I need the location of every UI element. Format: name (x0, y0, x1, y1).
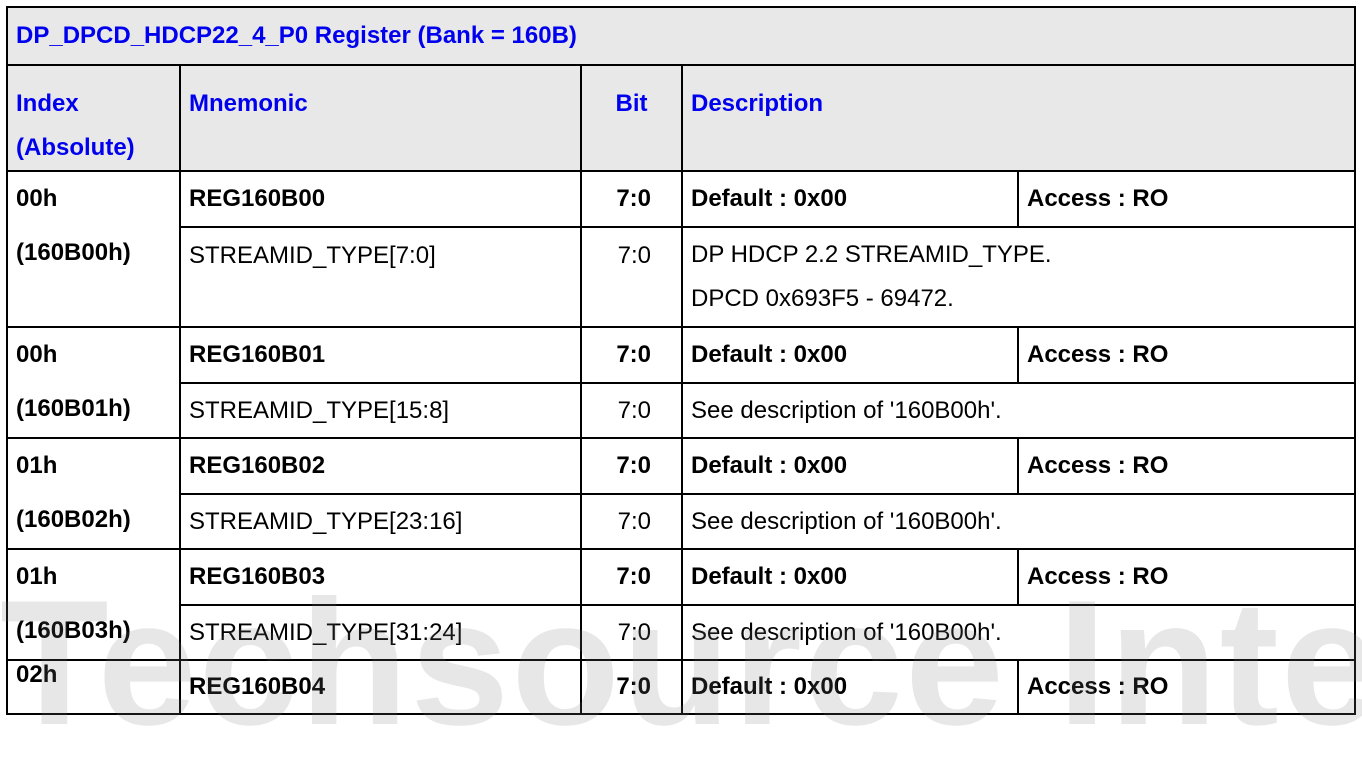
register-row: 00h (160B01h) REG160B01 7:0 Default : 0x… (6, 326, 1356, 439)
header-mnemonic: Mnemonic (179, 64, 582, 172)
register-name: REG160B00 (179, 170, 582, 228)
field-name: STREAMID_TYPE[7:0] (179, 226, 582, 328)
index-offset: 01h (16, 563, 58, 590)
field-name: STREAMID_TYPE[23:16] (179, 493, 582, 550)
register-page: DP_DPCD_HDCP22_4_P0 Register (Bank = 160… (0, 6, 1362, 762)
register-index: 01h (160B03h) (6, 548, 181, 661)
field-row: STREAMID_TYPE[31:24] 7:0 See description… (7, 604, 1356, 661)
register-default: Default : 0x00 (681, 326, 1019, 384)
field-bits: 7:0 (580, 382, 683, 439)
field-description: See description of '160B00h'. (681, 382, 1356, 439)
register-default: Default : 0x00 (681, 548, 1019, 606)
register-row: 02h REG160B04 7:0 Default : 0x00 Access … (6, 659, 1356, 715)
field-row: STREAMID_TYPE[15:8] 7:0 See description … (7, 382, 1356, 439)
index-absolute: (160B02h) (16, 506, 131, 533)
register-name: REG160B01 (179, 326, 582, 384)
field-name: STREAMID_TYPE[31:24] (179, 604, 582, 661)
table-title: DP_DPCD_HDCP22_4_P0 Register (Bank = 160… (6, 6, 1356, 66)
register-access: Access : RO (1017, 326, 1356, 384)
register-default: Default : 0x00 (681, 170, 1019, 228)
index-absolute: (160B03h) (16, 617, 131, 644)
field-bits: 7:0 (580, 604, 683, 661)
header-index-sub: (Absolute) (16, 134, 135, 161)
header-row: Index (Absolute) Mnemonic Bit Descriptio… (6, 64, 1356, 172)
register-name: REG160B03 (179, 548, 582, 606)
field-name: STREAMID_TYPE[15:8] (179, 382, 582, 439)
register-table: DP_DPCD_HDCP22_4_P0 Register (Bank = 160… (6, 6, 1356, 715)
index-absolute: (160B00h) (16, 239, 131, 266)
register-bits: 7:0 (580, 659, 683, 715)
register-row: 01h (160B02h) REG160B02 7:0 Default : 0x… (6, 437, 1356, 550)
header-index-label: Index (16, 90, 79, 117)
index-absolute: (160B01h) (16, 395, 131, 422)
header-description: Description (681, 64, 1356, 172)
register-bits: 7:0 (580, 326, 683, 384)
register-access: Access : RO (1017, 659, 1356, 715)
field-row: STREAMID_TYPE[7:0] 7:0 DP HDCP 2.2 STREA… (7, 226, 1356, 328)
field-bits: 7:0 (580, 226, 683, 328)
index-offset: 01h (16, 452, 58, 479)
register-bits: 7:0 (580, 548, 683, 606)
index-offset: 00h (16, 341, 58, 368)
field-description: See description of '160B00h'. (681, 493, 1356, 550)
description-line: DP HDCP 2.2 STREAMID_TYPE. (691, 241, 1052, 268)
description-line: DPCD 0x693F5 - 69472. (691, 285, 954, 312)
register-access: Access : RO (1017, 170, 1356, 228)
register-name: REG160B02 (179, 437, 582, 495)
register-index: 01h (160B02h) (6, 437, 181, 550)
register-index: 00h (160B01h) (6, 326, 181, 439)
field-bits: 7:0 (580, 493, 683, 550)
register-index: 00h (160B00h) (6, 170, 181, 328)
register-row: 00h (160B00h) REG160B00 7:0 Default : 0x… (6, 170, 1356, 328)
register-row: 01h (160B03h) REG160B03 7:0 Default : 0x… (6, 548, 1356, 661)
field-description: DP HDCP 2.2 STREAMID_TYPE. DPCD 0x693F5 … (681, 226, 1356, 328)
field-description: See description of '160B00h'. (681, 604, 1356, 661)
register-access: Access : RO (1017, 548, 1356, 606)
register-access: Access : RO (1017, 437, 1356, 495)
register-name: REG160B04 (179, 659, 582, 715)
header-index: Index (Absolute) (6, 64, 181, 172)
header-bit: Bit (580, 64, 683, 172)
field-row: STREAMID_TYPE[23:16] 7:0 See description… (7, 493, 1356, 550)
index-offset: 00h (16, 185, 58, 212)
register-default: Default : 0x00 (681, 437, 1019, 495)
register-default: Default : 0x00 (681, 659, 1019, 715)
register-bits: 7:0 (580, 170, 683, 228)
register-bits: 7:0 (580, 437, 683, 495)
register-index: 02h (6, 659, 181, 715)
